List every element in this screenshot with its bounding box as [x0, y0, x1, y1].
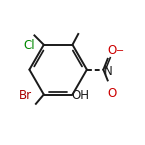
Text: −: −: [116, 46, 124, 56]
Text: O: O: [108, 87, 117, 100]
Text: O: O: [107, 44, 116, 57]
Text: OH: OH: [72, 89, 90, 102]
Text: Cl: Cl: [23, 39, 35, 52]
Text: Br: Br: [19, 89, 32, 102]
Text: N: N: [104, 65, 113, 78]
